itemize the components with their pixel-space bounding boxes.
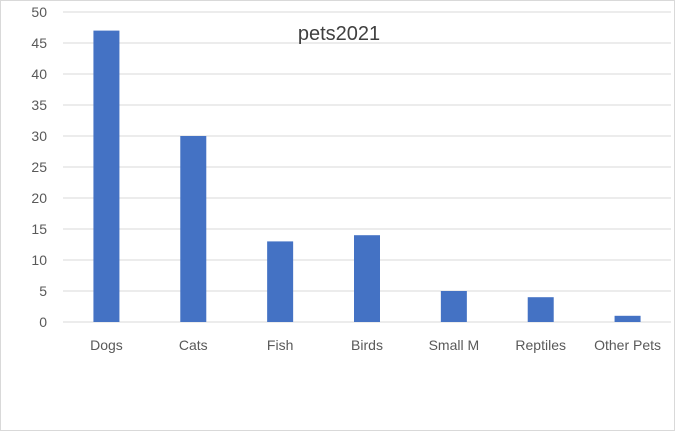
x-axis-labels: Dogs Cats Fish Birds Small M Reptiles Other Pe… [90,337,661,353]
x-tick-label: Other Pets [594,337,661,353]
bar-reptiles [527,297,554,322]
bar-cats [180,136,207,322]
x-tick-label: Dogs [90,337,123,353]
bars [93,30,641,322]
y-tick-label: 25 [31,159,47,175]
x-tick-label: Fish [267,337,293,353]
y-tick-label: 0 [39,314,47,330]
x-tick-label: Cats [179,337,208,353]
y-tick-label: 15 [31,221,47,237]
y-tick-label: 45 [31,35,47,51]
bar-dogs [93,30,120,322]
bar-other-pets [614,315,641,322]
y-tick-label: 30 [31,128,47,144]
x-tick-label: Small M [429,337,480,353]
y-tick-label: 40 [31,66,47,82]
y-tick-label: 10 [31,252,47,268]
bar-fish [267,241,294,322]
y-tick-label: 20 [31,190,47,206]
x-tick-label: Reptiles [515,337,566,353]
chart-title: pets2021 [298,23,380,45]
y-tick-label: 50 [31,4,47,20]
bar-small-m [440,291,467,322]
y-axis-ticks: 0 5 10 15 20 25 30 35 40 45 50 [31,4,47,330]
bar-birds [354,235,380,322]
y-tick-label: 5 [39,283,47,299]
x-tick-label: Birds [351,337,383,353]
grid-lines [63,11,671,323]
y-tick-label: 35 [31,97,47,113]
